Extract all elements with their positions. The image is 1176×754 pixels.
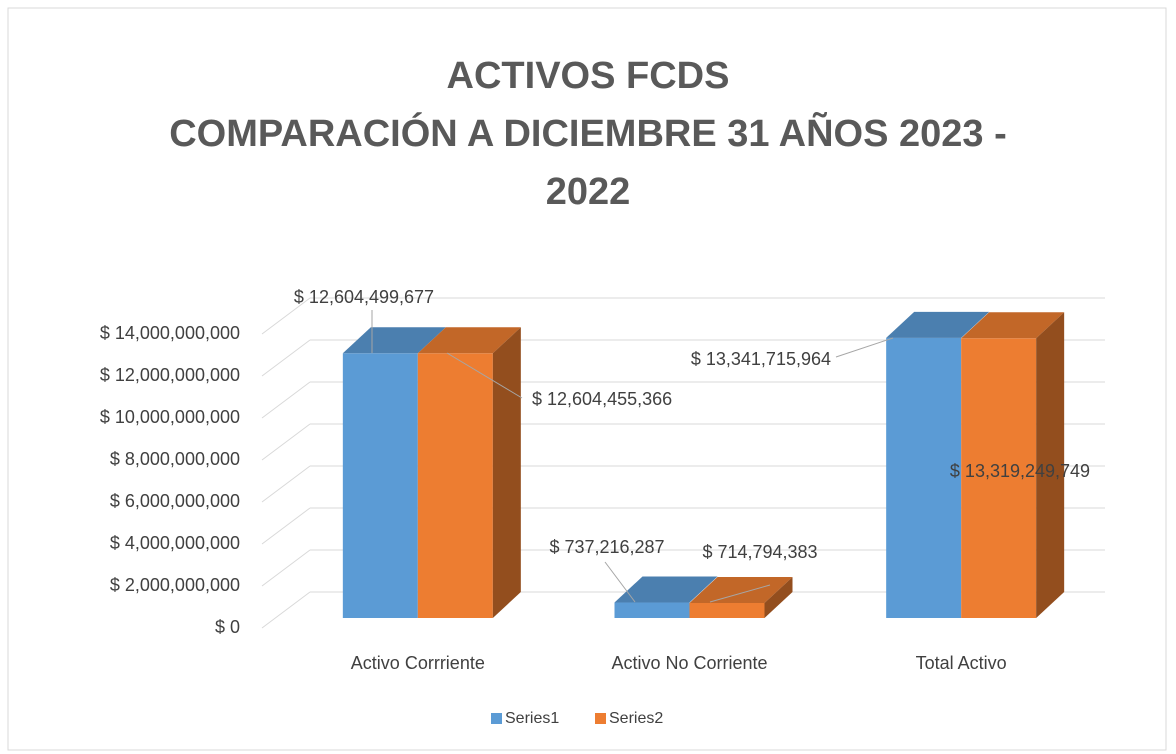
data-label: $ 737,216,287 [549,537,664,557]
x-tick-label: Total Activo [916,653,1007,673]
legend-label: Series2 [609,710,663,727]
leader-line [709,584,771,603]
data-label: $ 13,319,249,749 [950,461,1090,481]
grid-line [261,507,311,545]
bar-front [614,602,690,618]
x-tick-label: Activo No Corriente [611,653,767,673]
data-label: $ 714,794,383 [702,542,817,562]
x-tick-label: Activo Corrriente [351,653,485,673]
chart-title: ACTIVOS FCDS [447,55,730,97]
grid-line [261,465,311,503]
data-label: $ 12,604,499,677 [294,287,434,307]
bar-side [764,576,793,618]
bar-side [1036,312,1065,618]
bar-top [961,312,1065,339]
leader-line [835,337,894,358]
data-label: $ 13,341,715,964 [691,349,831,369]
data-label: $ 12,604,455,366 [532,389,672,409]
leader-line [604,561,636,603]
grid-line [261,423,311,461]
leader-line [446,352,523,399]
legend-swatch [491,713,502,724]
grid-line [261,381,311,419]
bar-top [614,576,718,603]
y-tick-label: $ 4,000,000,000 [110,533,240,553]
bar-top [342,327,446,354]
chart-title: COMPARACIÓN A DICIEMBRE 31 AÑOS 2023 - [169,111,1007,155]
grid-line [261,297,311,335]
y-tick-label: $ 10,000,000,000 [100,407,240,427]
y-tick-label: $ 0 [215,617,240,637]
grid-line [261,549,311,587]
y-tick-label: $ 14,000,000,000 [100,323,240,343]
y-tick-label: $ 12,000,000,000 [100,365,240,385]
y-tick-label: $ 2,000,000,000 [110,575,240,595]
bar-top [417,327,521,354]
y-tick-label: $ 6,000,000,000 [110,491,240,511]
bar-front [886,337,962,618]
bar-front [689,602,765,618]
grid-line [261,339,311,377]
y-tick-label: $ 8,000,000,000 [110,449,240,469]
bar-side [492,327,521,618]
bar-top [886,311,990,338]
legend-swatch [595,713,606,724]
bar-front [961,338,1037,618]
legend-label: Series1 [505,710,559,727]
bar-top [689,576,793,603]
bar-front [417,353,493,618]
bar-front [342,353,418,618]
chart-title: 2022 [546,171,631,213]
grid-line [261,591,311,629]
